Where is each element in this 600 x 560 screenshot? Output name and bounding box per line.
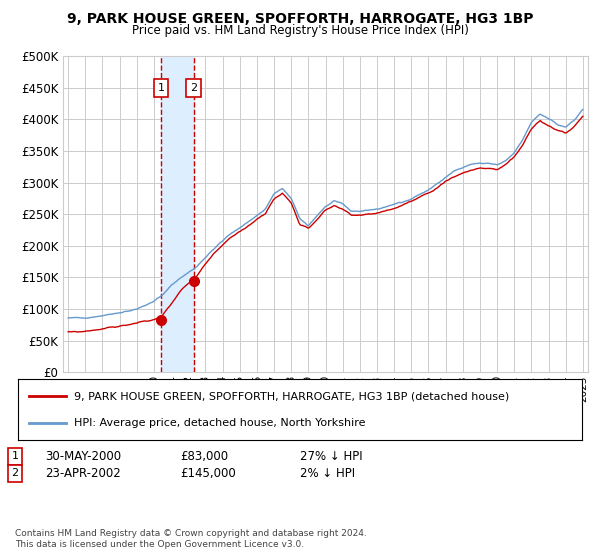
Text: 30-MAY-2000: 30-MAY-2000: [45, 450, 121, 463]
Text: Contains HM Land Registry data © Crown copyright and database right 2024.
This d: Contains HM Land Registry data © Crown c…: [15, 529, 367, 549]
Text: 23-APR-2002: 23-APR-2002: [45, 466, 121, 480]
Text: 9, PARK HOUSE GREEN, SPOFFORTH, HARROGATE, HG3 1BP: 9, PARK HOUSE GREEN, SPOFFORTH, HARROGAT…: [67, 12, 533, 26]
Text: 2: 2: [11, 468, 19, 478]
Bar: [161, 56, 194, 372]
Text: 9, PARK HOUSE GREEN, SPOFFORTH, HARROGATE, HG3 1BP (detached house): 9, PARK HOUSE GREEN, SPOFFORTH, HARROGAT…: [74, 391, 509, 401]
Text: Price paid vs. HM Land Registry's House Price Index (HPI): Price paid vs. HM Land Registry's House …: [131, 24, 469, 37]
Text: 1: 1: [157, 83, 164, 92]
Text: £145,000: £145,000: [180, 466, 236, 480]
Text: HPI: Average price, detached house, North Yorkshire: HPI: Average price, detached house, Nort…: [74, 418, 366, 428]
Text: 27% ↓ HPI: 27% ↓ HPI: [300, 450, 362, 463]
Text: 2% ↓ HPI: 2% ↓ HPI: [300, 466, 355, 480]
Text: 1: 1: [11, 451, 19, 461]
Text: £83,000: £83,000: [180, 450, 228, 463]
Text: 2: 2: [190, 83, 197, 92]
